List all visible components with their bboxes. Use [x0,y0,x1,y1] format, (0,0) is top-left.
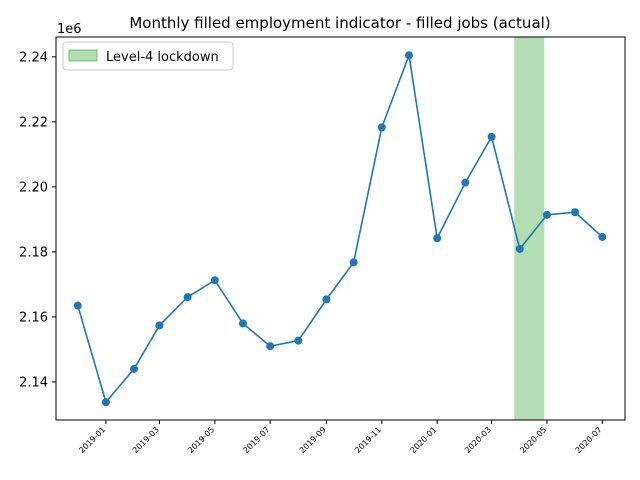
y-tick-label: 2.24 [19,50,48,65]
y-offset-label: 1e6 [57,22,82,37]
legend-frame [62,41,234,71]
data-point [349,258,358,267]
x-tick-label: 2019-11 [353,425,383,455]
x-tick-label: 2020-03 [463,425,493,455]
legend-label-lockdown: Level-4 lockdown [106,50,219,65]
legend: Level-4 lockdown [62,41,234,71]
data-point [487,132,496,141]
data-point [155,321,164,330]
y-tick-label: 2.20 [19,180,48,195]
series-line-0 [77,52,603,404]
data-point [377,123,386,132]
data-point [73,301,82,310]
plot-frame [55,36,626,421]
data-point [461,178,470,187]
x-tick-label: 2019-03 [131,425,161,455]
data-point [571,208,580,217]
data-point [433,234,442,243]
y-tick-label: 2.22 [19,115,48,130]
x-tick-label: 2019-07 [242,425,272,455]
data-point [598,232,607,241]
y-tick-label: 2.16 [19,310,48,325]
y-tick-label: 2.14 [19,375,48,390]
x-tick-label: 2020-01 [409,425,439,455]
shaded-region-layer [514,37,545,420]
series-layer [73,51,607,407]
data-point [101,398,110,407]
data-point [183,293,192,302]
data-point [238,319,247,328]
data-point [130,364,139,373]
data-point [322,295,331,304]
data-point [405,51,414,60]
x-tick-label: 2020-05 [518,425,548,455]
x-tick-label: 2019-05 [186,425,216,455]
x-tick-label: 2019-09 [298,425,328,455]
data-point [542,210,551,219]
x-tick-label: 2020-07 [574,425,604,455]
legend-swatch-lockdown [68,49,98,62]
shaded-region-0 [514,37,545,420]
data-point [515,244,524,253]
chart-title: Monthly filled employment indicator - fi… [129,14,550,32]
data-point [294,336,303,345]
data-point [266,342,275,351]
data-point [210,276,219,285]
x-tick-label: 2019-01 [77,425,107,455]
y-tick-label: 2.18 [19,245,48,260]
